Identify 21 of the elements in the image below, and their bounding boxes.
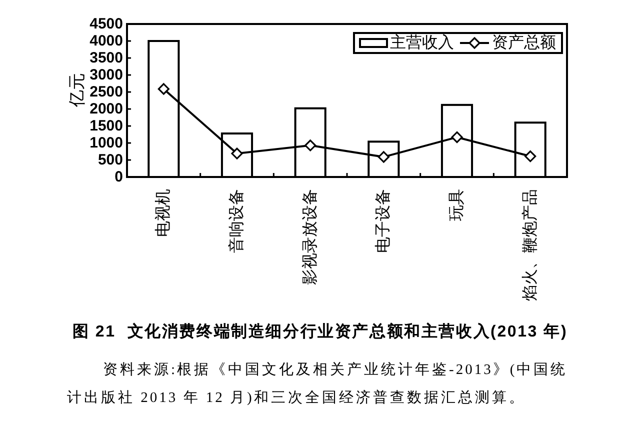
y-tick-label: 4000 bbox=[90, 32, 123, 50]
y-tick-label: 500 bbox=[98, 152, 123, 168]
category-label: 电视机 bbox=[155, 189, 172, 237]
title: 图 21 文化消费终端制造细分行业资产总额和主营收入(2013 年) bbox=[72, 324, 568, 340]
category-label: 电子设备 bbox=[375, 189, 392, 253]
y-tick-label: 2000 bbox=[90, 100, 123, 118]
y-tick-label: 3500 bbox=[90, 50, 123, 66]
y-tick-label: 3000 bbox=[90, 66, 123, 84]
category-label: 玩具 bbox=[448, 189, 466, 221]
category-label: 影视录放设备 bbox=[302, 189, 319, 285]
y-tick-label: 1500 bbox=[90, 118, 123, 134]
legend-label: 主营收入 bbox=[390, 34, 454, 52]
legend-label: 资产总额 bbox=[492, 34, 556, 52]
y-tick-label: 1000 bbox=[90, 134, 123, 152]
y-label: 亿元 bbox=[68, 73, 86, 107]
category-label: 音响设备 bbox=[228, 189, 246, 253]
y-tick-label: 0 bbox=[114, 168, 123, 186]
y-tick-label: 2500 bbox=[90, 84, 123, 100]
source-note: 资料来源:根据《中国文化及相关产业统计年鉴-2013》(中国统计出版社 2013 年 12 月)和三次全国经济普查数据汇总测算。 bbox=[67, 361, 569, 408]
category-label: 焰火、鞭炮产品 bbox=[522, 189, 539, 301]
y-tick-label: 4500 bbox=[90, 16, 123, 32]
